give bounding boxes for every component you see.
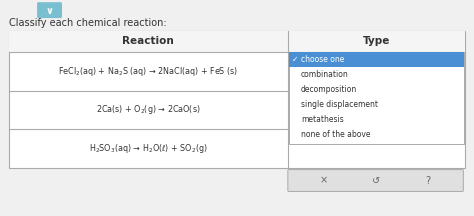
Text: ↺: ↺ [372,176,380,186]
Text: ?: ? [425,176,430,186]
Text: ∨: ∨ [46,6,54,16]
Text: FeCl$_2$(aq) + Na$_2$S (aq) → 2NaCl(aq) + FeS (s): FeCl$_2$(aq) + Na$_2$S (aq) → 2NaCl(aq) … [58,65,238,78]
Text: metathesis: metathesis [301,115,344,124]
FancyBboxPatch shape [289,52,465,144]
FancyBboxPatch shape [37,2,62,18]
Text: Type: Type [363,37,390,46]
Text: 2Ca(s) + O$_2$(g) → 2CaO(s): 2Ca(s) + O$_2$(g) → 2CaO(s) [96,103,201,116]
Bar [9,30,465,168]
Text: ✓: ✓ [292,55,298,64]
Text: Classify each chemical reaction:: Classify each chemical reaction: [9,17,166,28]
Text: Reaction: Reaction [122,37,174,46]
Text: combination: combination [301,70,348,79]
Text: none of the above: none of the above [301,130,370,139]
Text: ×: × [319,176,328,186]
FancyBboxPatch shape [288,170,463,191]
Bar [289,52,465,67]
Text: single displacement: single displacement [301,100,378,109]
Text: choose one: choose one [301,55,344,64]
Bar [9,30,465,52]
Text: H$_2$SO$_3$(aq) → H$_2$O(ℓ) + SO$_2$(g): H$_2$SO$_3$(aq) → H$_2$O(ℓ) + SO$_2$(g) [89,142,208,155]
Text: decomposition: decomposition [301,85,357,94]
